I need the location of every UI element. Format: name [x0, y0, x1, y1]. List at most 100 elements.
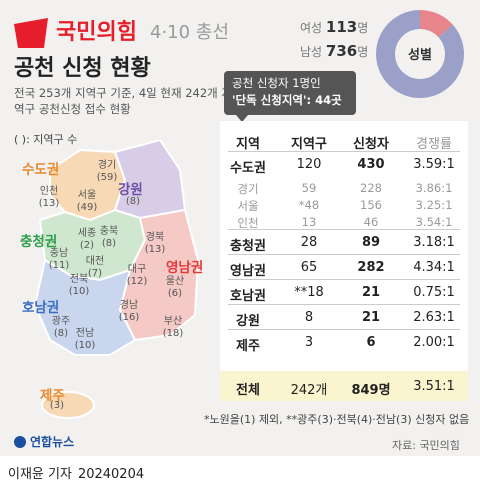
- map-subregion-seoul: 서울 (49): [72, 190, 102, 214]
- table-row: 경기 59 228 3.86:1: [220, 180, 468, 197]
- table-cell: 인천: [237, 216, 259, 230]
- map-subregion-sejong: 세종 (2): [72, 228, 102, 252]
- subregion-name: 부산: [163, 316, 183, 327]
- subregion-name: 인천: [39, 186, 59, 197]
- table-cell: 21: [361, 310, 381, 325]
- total-row-background: [220, 371, 468, 401]
- korea-map: [33, 140, 200, 419]
- callout-pointer: [236, 115, 248, 122]
- byline: 이재윤 기자 20240204: [8, 463, 144, 482]
- table-cell: 13: [301, 215, 317, 229]
- table-cell: 21: [361, 285, 381, 300]
- table-cell: 120: [296, 157, 322, 172]
- map-subregion-chungnam: 충남 (11): [44, 248, 74, 272]
- subregion-name: 울산: [165, 276, 185, 287]
- subregion-name: 세종: [77, 228, 97, 239]
- subregion-count: (13): [144, 244, 166, 255]
- table-cell: 지역구: [291, 137, 327, 152]
- gender-donut-chart: 성별: [376, 10, 464, 98]
- table-cell: 430: [357, 157, 385, 172]
- table-cell: 59: [301, 181, 317, 195]
- subregion-count: (10): [68, 286, 90, 297]
- table-cell: 228: [360, 181, 382, 195]
- table-cell: 3.59:1: [413, 157, 455, 172]
- female-value: 113: [325, 18, 358, 36]
- row-divider: [228, 254, 460, 255]
- region-label-jeju: 제주: [40, 388, 65, 404]
- header-divider: [228, 151, 460, 152]
- subregion-count: (8): [101, 238, 117, 249]
- region-label-honam: 호남권: [22, 300, 60, 316]
- table-cell: 수도권: [230, 161, 266, 176]
- table-cell: 89: [361, 235, 381, 250]
- row-divider: [228, 229, 460, 230]
- table-cell: 28: [300, 235, 318, 250]
- table-cell: 65: [300, 260, 318, 275]
- map-subregion-jeonnam: 전남 (10): [70, 328, 100, 352]
- map-region-jeju: [41, 391, 95, 419]
- map-subregion-daejeon: 대전 (7): [80, 256, 110, 280]
- subregion-count: (13): [38, 198, 60, 209]
- region-label-gangwon: 강원: [118, 182, 143, 198]
- table-cell: 신청자: [353, 137, 389, 152]
- party-logo-icon: [14, 18, 48, 48]
- table-row: 강원 8 21 2.63:1: [220, 306, 468, 330]
- female-label: 여성: [300, 21, 323, 35]
- subregion-name: 전북: [69, 274, 89, 285]
- applicant-table: 지역 지역구 신청자 경쟁률 수도권 120 430 3.59:1 경기 59 228 3.86:1 서…: [220, 121, 468, 401]
- source-credit: 자료: 국민의힘: [392, 439, 460, 452]
- single-applicant-callout: 공천 신청자 1명인 '단독 신청지역': 44곳: [224, 71, 356, 115]
- map-subregion-gwangju: 광주 (8): [46, 316, 76, 340]
- table-cell: 3.54:1: [415, 215, 453, 229]
- table-cell: 영남권: [230, 264, 266, 279]
- subregion-name: 경기: [97, 160, 117, 171]
- map-subregion-gyeongbuk: 경북 (13): [140, 232, 170, 256]
- table-row: 충청권 28 89 3.18:1: [220, 231, 468, 255]
- table-cell: 0.75:1: [413, 285, 455, 300]
- page-title: 공천 신청 현황: [14, 56, 151, 81]
- table-cell: 3.51:1: [413, 379, 455, 394]
- subregion-name: 전남: [75, 328, 95, 339]
- table-cell: 강원: [236, 314, 260, 329]
- table-cell: 4.34:1: [413, 260, 455, 275]
- subregion-count: (12): [126, 276, 148, 287]
- agency-logo: 연합뉴스: [14, 433, 74, 450]
- table-cell: **18: [294, 285, 324, 300]
- table-cell: 2.00:1: [413, 335, 455, 350]
- table-cell: 3: [304, 335, 314, 350]
- table-cell: 호남권: [230, 289, 266, 304]
- table-cell: 충청권: [230, 239, 266, 254]
- subregion-name: 대구: [127, 264, 147, 275]
- map-subregion-daegu: 대구 (12): [122, 264, 152, 288]
- row-divider: [228, 329, 460, 330]
- agency-name: 연합뉴스: [30, 435, 75, 449]
- table-total-row: 전체 242개 849명 3.51:1: [220, 375, 468, 399]
- table-cell: 2.63:1: [413, 310, 455, 325]
- infographic-card: 국민의힘 4·10 총선 공천 신청 현황 전국 253개 지역구 기준, 4일…: [0, 0, 480, 456]
- region-label-chungcheong: 충청권: [20, 234, 58, 250]
- byline-bar: 이재윤 기자 20240204: [0, 456, 480, 488]
- subtitle: 전국 253개 지역구 기준, 4일 현재 242개 지역구 공천신청 접수 현…: [14, 86, 232, 116]
- male-unit: 명: [357, 45, 369, 59]
- party-name: 국민의힘: [56, 20, 137, 45]
- map-subregion-gangwon: (8): [118, 196, 148, 208]
- map-subregion-gyeonggi: 경기 (59): [92, 160, 122, 184]
- map-subregion-incheon: 인천 (13): [34, 186, 64, 210]
- map-subregion-chungbuk: 충북 (8): [94, 226, 124, 250]
- map-subregion-jeju: (3): [42, 400, 72, 412]
- subregion-count: (6): [167, 288, 183, 299]
- table-row: 제주 3 6 2.00:1: [220, 331, 468, 355]
- map-legend: ( ): 지역구 수: [14, 133, 78, 146]
- table-cell: 282: [357, 260, 385, 275]
- map-subregion-jeonbuk: 전북 (10): [64, 274, 94, 298]
- male-label: 남성: [300, 45, 323, 59]
- agency-logo-icon: [14, 436, 26, 448]
- subregion-name: 경북: [145, 232, 165, 243]
- map-subregion-gyeongnam: 경남 (16): [114, 300, 144, 324]
- subregion-count: (8): [53, 328, 69, 339]
- region-label-yeongnam: 영남권: [166, 260, 204, 276]
- female-unit: 명: [357, 21, 369, 35]
- byline-author: 이재윤 기자: [8, 467, 72, 482]
- subregion-count: (11): [48, 260, 70, 271]
- table-cell: 242개: [290, 383, 328, 398]
